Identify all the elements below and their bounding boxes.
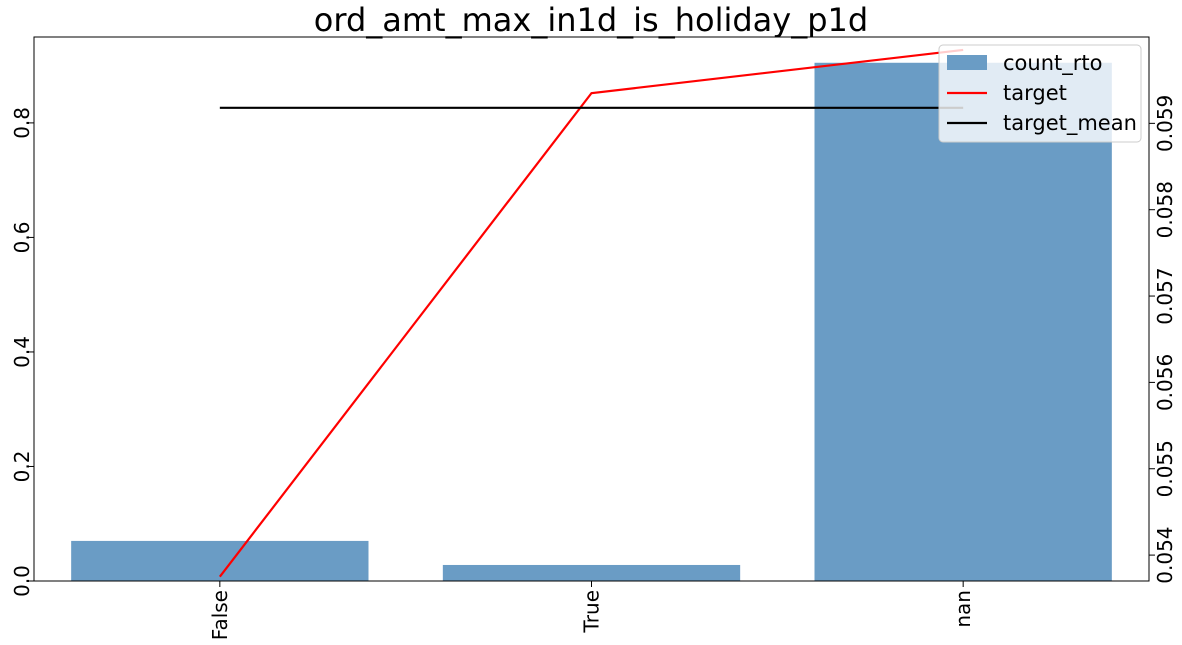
left-tick-label: 0.6: [10, 222, 34, 254]
right-tick-label: 0.054: [1153, 526, 1177, 583]
left-axis: 0.0 0.2 0.4 0.6 0.8: [10, 107, 34, 597]
legend-label-count-rto: count_rto: [1003, 51, 1102, 76]
left-tick-label: 0.8: [10, 107, 34, 139]
right-tick-label: 0.058: [1153, 181, 1177, 238]
legend-label-target-mean: target_mean: [1003, 111, 1137, 136]
lines-layer: [218, 48, 964, 578]
legend-swatch-count-rto: [947, 55, 987, 70]
left-tick-label: 0.0: [10, 565, 34, 597]
bar-nan: [814, 62, 1112, 581]
bars-layer: [71, 62, 1112, 581]
x-tick-label-true: True: [580, 590, 604, 633]
bar-true: [442, 564, 741, 581]
right-tick-label: 0.055: [1153, 440, 1177, 497]
x-tick-label-nan: nan: [951, 590, 975, 628]
right-axis: 0.054 0.055 0.056 0.057 0.058 0.059: [1149, 95, 1177, 584]
x-axis: False True nan: [208, 581, 975, 640]
right-tick-label: 0.057: [1153, 267, 1177, 324]
bar-false: [71, 540, 369, 581]
legend-box: [938, 44, 1142, 143]
line-target: [218, 48, 964, 578]
right-tick-label: 0.059: [1153, 95, 1177, 152]
left-tick-label: 0.4: [10, 336, 34, 368]
left-tick-label: 0.2: [10, 451, 34, 483]
x-tick-label-false: False: [208, 590, 232, 640]
chart-title: ord_amt_max_in1d_is_holiday_p1d: [314, 1, 868, 39]
right-tick-label: 0.056: [1153, 354, 1177, 411]
legend-label-target: target: [1003, 81, 1067, 105]
